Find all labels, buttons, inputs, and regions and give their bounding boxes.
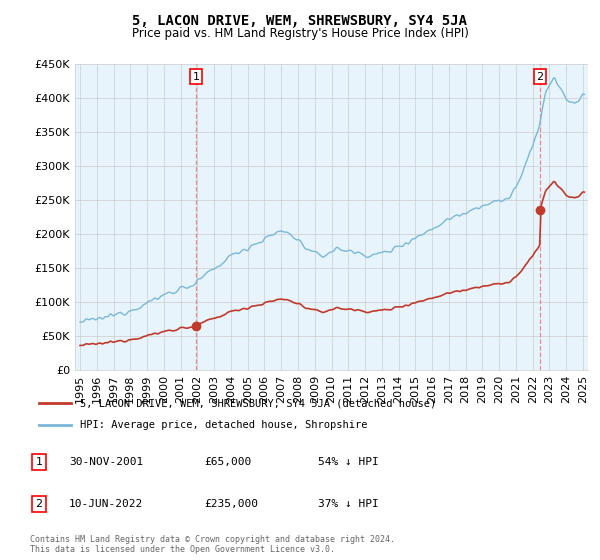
- Text: HPI: Average price, detached house, Shropshire: HPI: Average price, detached house, Shro…: [79, 421, 367, 431]
- Text: 37% ↓ HPI: 37% ↓ HPI: [318, 499, 379, 509]
- Text: 2: 2: [536, 72, 544, 82]
- Text: Price paid vs. HM Land Registry's House Price Index (HPI): Price paid vs. HM Land Registry's House …: [131, 27, 469, 40]
- Text: Contains HM Land Registry data © Crown copyright and database right 2024.
This d: Contains HM Land Registry data © Crown c…: [30, 535, 395, 554]
- Text: 2: 2: [35, 499, 43, 509]
- Text: 10-JUN-2022: 10-JUN-2022: [69, 499, 143, 509]
- Text: 5, LACON DRIVE, WEM, SHREWSBURY, SY4 5JA (detached house): 5, LACON DRIVE, WEM, SHREWSBURY, SY4 5JA…: [79, 398, 436, 408]
- Text: £235,000: £235,000: [204, 499, 258, 509]
- Text: 1: 1: [35, 457, 43, 467]
- Text: 1: 1: [193, 72, 199, 82]
- Text: 5, LACON DRIVE, WEM, SHREWSBURY, SY4 5JA: 5, LACON DRIVE, WEM, SHREWSBURY, SY4 5JA: [133, 14, 467, 28]
- Text: 54% ↓ HPI: 54% ↓ HPI: [318, 457, 379, 467]
- Text: £65,000: £65,000: [204, 457, 251, 467]
- Text: 30-NOV-2001: 30-NOV-2001: [69, 457, 143, 467]
